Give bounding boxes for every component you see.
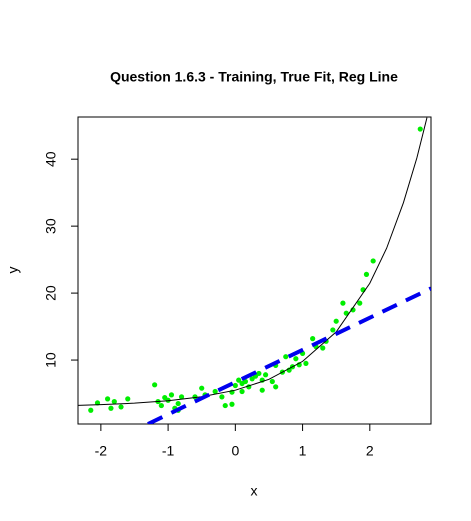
point [168,392,175,398]
point [108,405,114,411]
point [94,400,101,406]
point [219,394,225,400]
regression-line [147,286,431,424]
x-tick-label: -1 [162,443,175,459]
point [350,307,356,313]
point [158,402,164,409]
point [242,378,249,385]
point [118,404,124,410]
point [88,407,94,413]
point [343,310,349,316]
x-tick-label: 2 [366,443,374,459]
point [283,354,289,360]
x-axis-label: x [251,483,258,499]
point [333,318,339,324]
point [320,345,326,351]
point [236,377,242,383]
point [152,382,158,388]
point [212,388,218,395]
fit-curve [78,117,428,406]
x-tick-label: 0 [231,443,239,459]
point [232,382,238,389]
point [273,384,279,390]
point [269,378,275,385]
point [303,360,309,367]
point [178,394,185,400]
x-tick-label: 1 [299,443,307,459]
y-axis-label: y [5,267,21,274]
point [111,398,117,405]
plot-frame [77,116,432,425]
point [104,396,111,402]
point [262,372,269,378]
chart-title: Question 1.6.3 - Training, True Fit, Reg… [110,69,398,85]
point [330,327,336,333]
y-tick-label: 10 [43,352,59,368]
point [239,388,245,395]
x-tick-label: -2 [95,443,108,459]
point [357,300,363,306]
point [222,402,228,409]
point [370,258,376,264]
point [259,387,265,393]
point [165,397,171,403]
point [363,271,370,277]
point [340,300,346,306]
point [199,385,205,391]
y-tick-label: 40 [43,151,59,167]
point [310,336,316,342]
point [125,396,131,402]
y-tick-label: 30 [43,218,59,234]
point [256,370,262,377]
point [417,126,423,132]
point [175,400,181,407]
point [293,356,299,362]
point [229,401,235,407]
y-tick-label: 20 [43,285,59,301]
